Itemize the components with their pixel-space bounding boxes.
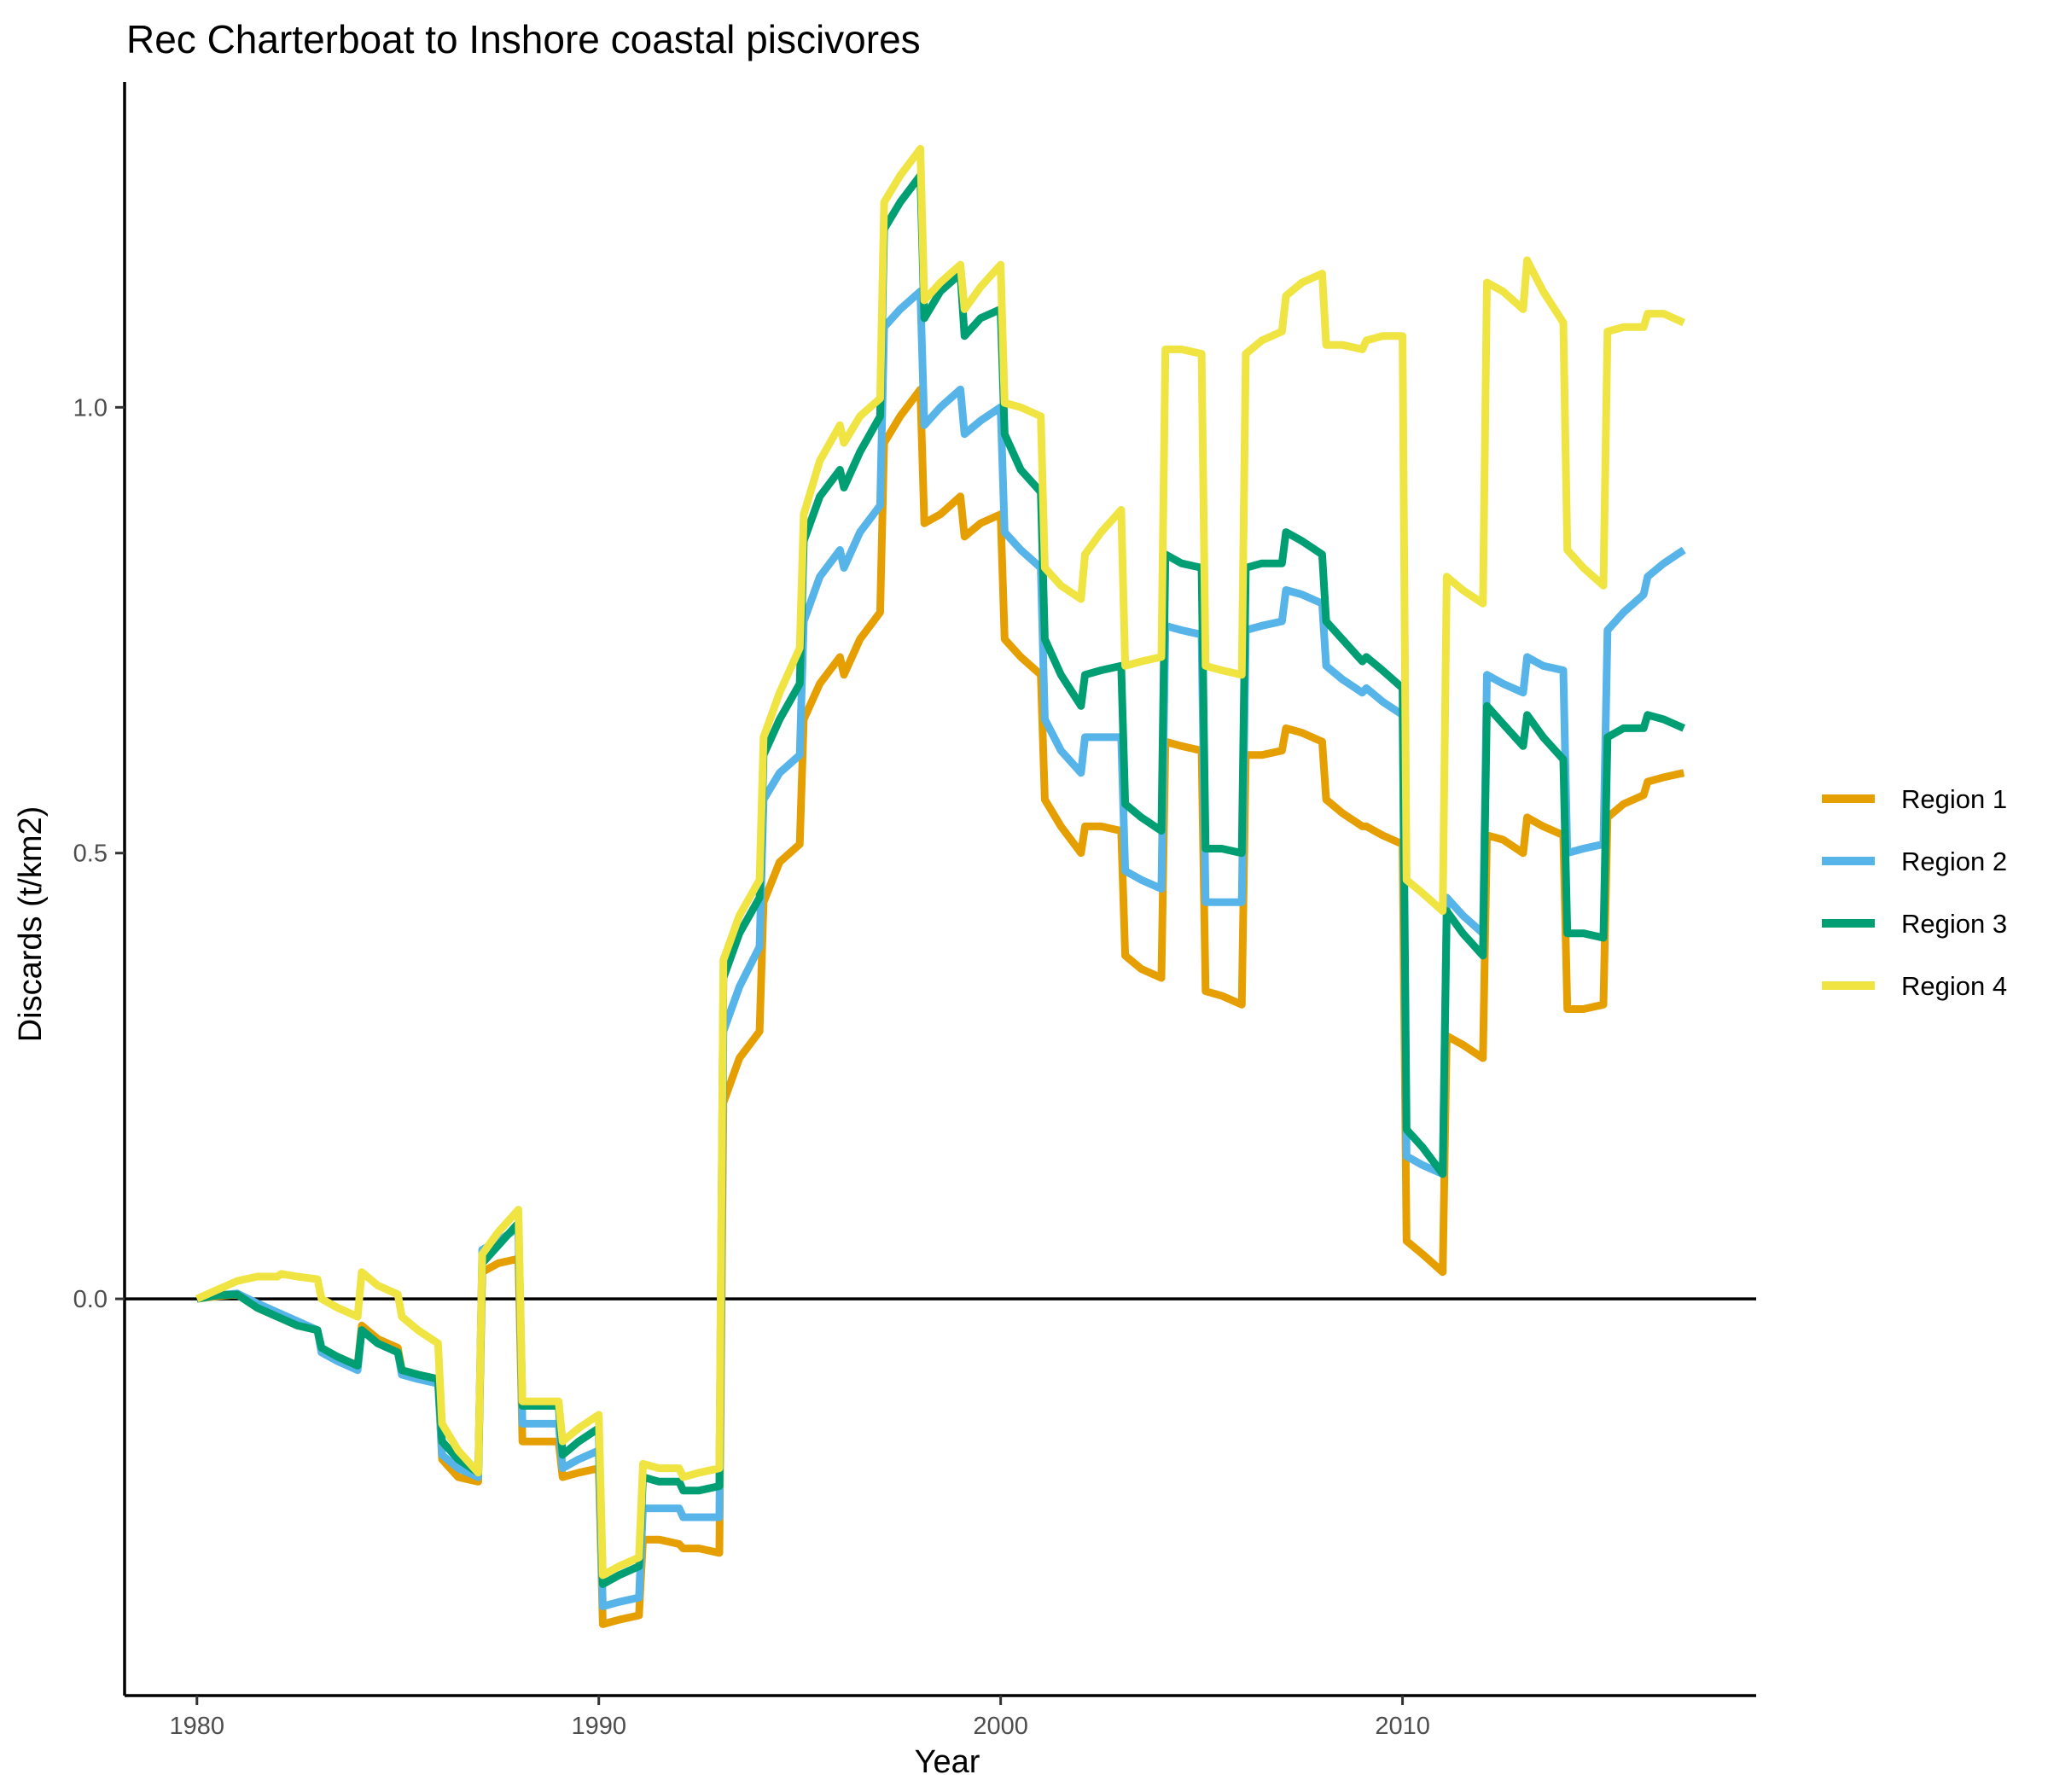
legend-label-region-3: Region 3 (1901, 909, 2007, 939)
series-lines (195, 144, 1686, 1628)
y-tick-label: 1.0 (73, 394, 108, 422)
legend-label-region-1: Region 1 (1901, 784, 2007, 814)
y-tick-label: 0.5 (73, 841, 108, 868)
y-axis-ticks: 0.0 0.5 1.0 (73, 394, 125, 1313)
y-axis-title: Discards (t/km2) (13, 806, 49, 1043)
legend-label-region-4: Region 4 (1901, 971, 2007, 1001)
x-tick-label: 1980 (170, 1713, 225, 1740)
series-line-region-1 (196, 385, 1685, 1628)
chart-title: Rec Charterboat to Inshore coastal pisci… (126, 17, 921, 61)
x-tick-label: 1990 (571, 1713, 626, 1740)
x-axis-title: Year (915, 1744, 980, 1780)
x-tick-label: 2000 (973, 1713, 1028, 1740)
series-line-region-4 (195, 144, 1686, 1580)
y-tick-label: 0.0 (73, 1286, 108, 1313)
x-tick-label: 2010 (1375, 1713, 1430, 1740)
plot-area: 1980 1990 2000 2010 0.0 0.5 1.0 (73, 82, 1756, 1740)
x-axis-ticks: 1980 1990 2000 2010 (170, 1696, 1430, 1740)
legend: Region 1 Region 2 Region 3 Region 4 (1822, 784, 2007, 1001)
legend-label-region-2: Region 2 (1901, 847, 2007, 876)
